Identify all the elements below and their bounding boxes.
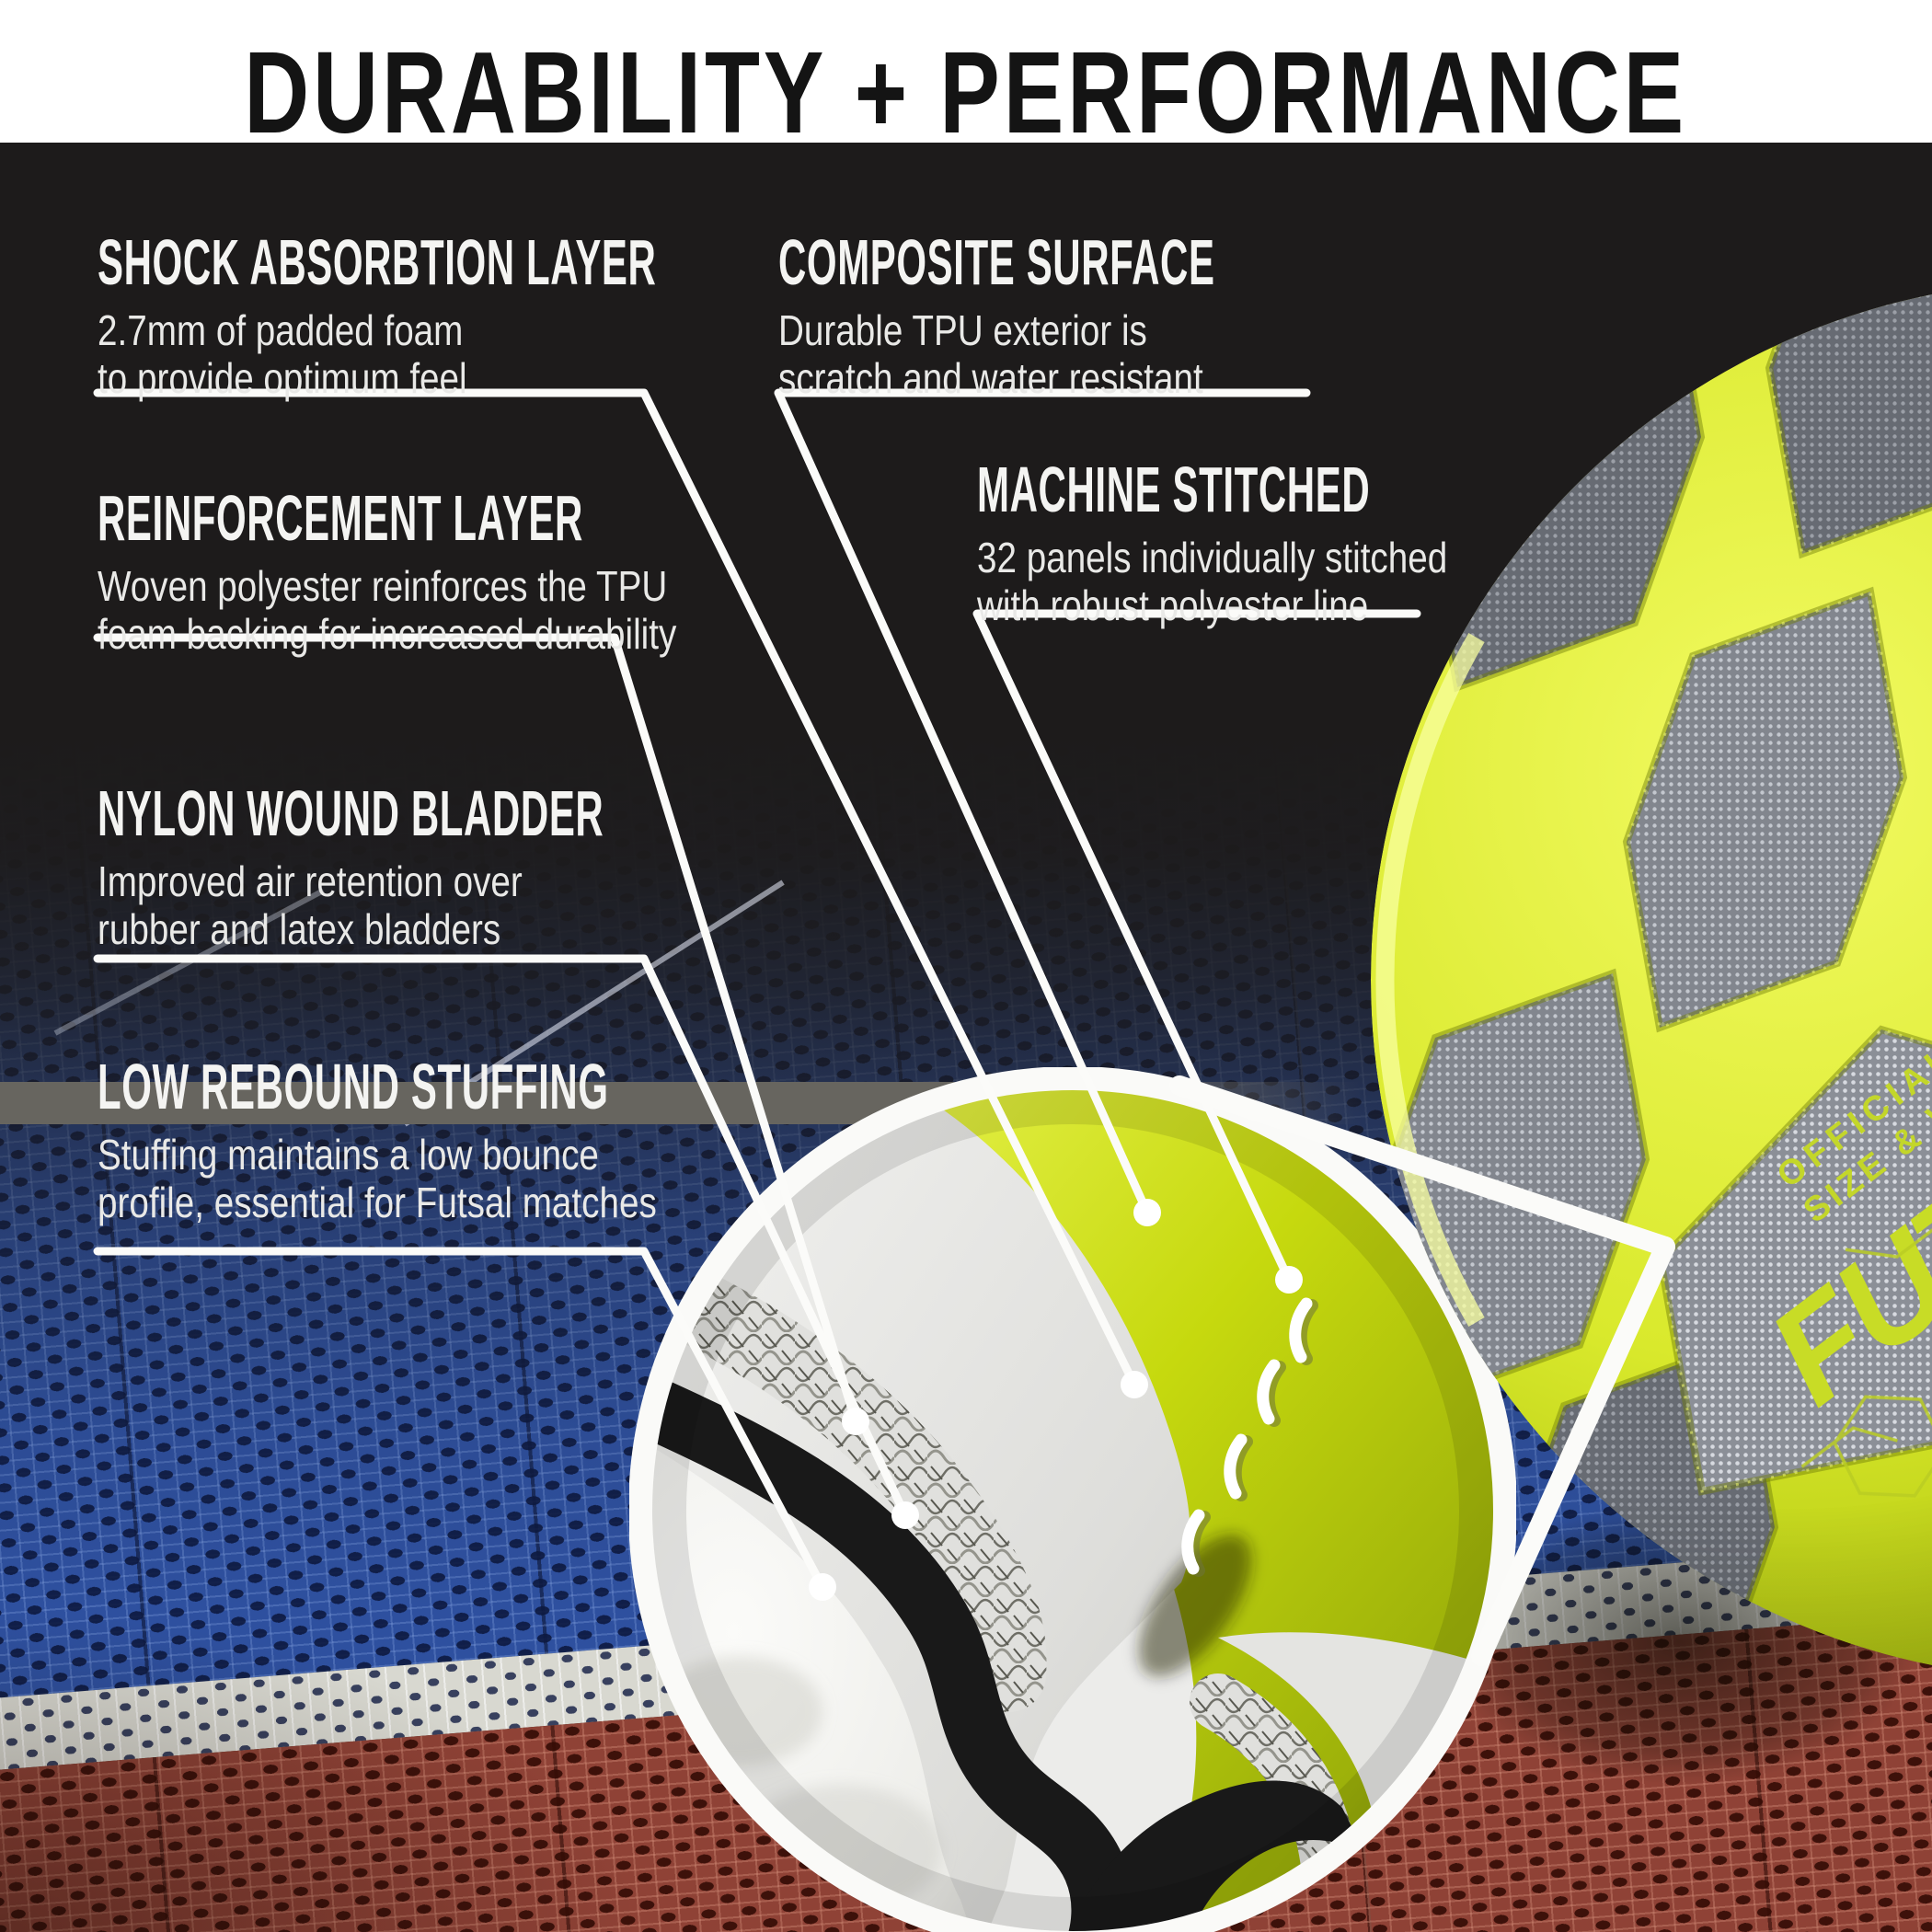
cutaway-bladder-wall-2 [1062, 1780, 1365, 1932]
leader-line-composite [774, 388, 1311, 1217]
feature-machine-stitched: MACHINE STITCHED 32 panels individually … [977, 457, 1632, 630]
cutaway-tpu-surface [758, 1089, 1494, 1932]
leader-line-reinforcement [93, 633, 860, 1426]
stitch-marks [1181, 1297, 1318, 1577]
feature-heading: LOW REBOUND STUFFING [98, 1051, 609, 1122]
dot-shock [1121, 1371, 1148, 1398]
feature-reinforcement-layer: REINFORCEMENT LAYER Woven polyester rein… [98, 486, 907, 659]
cutaway-bladder-wall [651, 1358, 1134, 1932]
leader-dots [809, 1199, 1303, 1601]
feature-composite-surface: COMPOSITE SURFACE Durable TPU exterior i… [778, 230, 1506, 403]
cutaway-woven-layer [651, 1250, 1047, 1712]
ball-shading [1371, 281, 1932, 1679]
leader-line-shock [93, 388, 1139, 1389]
title-band: DURABILITY + PERFORMANCE [0, 0, 1932, 151]
feature-body: 32 panels individually stitched with rob… [977, 534, 1448, 629]
feature-body: Durable TPU exterior is scratch and wate… [778, 306, 1203, 402]
leader-line-machine [972, 609, 1421, 1284]
cutaway-magnifier [629, 1067, 1516, 1932]
feature-heading: SHOCK ABSORBTION LAYER [98, 226, 657, 298]
dot-reinforcement [842, 1408, 869, 1435]
corner-vignette [0, 1610, 644, 1932]
feature-body: Stuffing maintains a low bounce profile,… [98, 1131, 657, 1226]
feature-heading: NYLON WOUND BLADDER [98, 777, 604, 849]
feature-nylon-bladder: NYLON WOUND BLADDER Improved air retenti… [98, 781, 941, 954]
cutaway-inner-shade [651, 1089, 1494, 1932]
futsal-ball: OFFICIAL SIZE & WEIGHT FUTSAL [1371, 281, 1932, 1679]
feature-body: Woven polyester reinforces the TPU foam … [98, 562, 677, 658]
leader-line-rebound [93, 1247, 827, 1592]
ball-rim-highlight [1375, 633, 1485, 1327]
feature-shock-absorbtion: SHOCK ABSORBTION LAYER 2.7mm of padded f… [98, 230, 1029, 403]
magnifier-wedge-upper [1169, 1075, 1675, 1257]
dot-rebound [809, 1573, 836, 1601]
magnifier-ring [629, 1067, 1516, 1932]
feature-body: 2.7mm of padded foam to provide optimum … [98, 306, 467, 402]
feature-body: Improved air retention over rubber and l… [98, 857, 523, 953]
page-title: DURABILITY + PERFORMANCE [244, 28, 1688, 157]
leader-line-nylon [93, 954, 910, 1520]
dot-composite [1133, 1199, 1161, 1226]
feature-heading: REINFORCEMENT LAYER [98, 482, 583, 554]
feature-low-rebound: LOW REBOUND STUFFING Stuffing maintains … [98, 1054, 949, 1227]
dot-nylon [891, 1501, 919, 1529]
feature-heading: COMPOSITE SURFACE [778, 226, 1215, 298]
cutaway-seam-shadow [1138, 1534, 1252, 1677]
magnifier-wedge-lower [1471, 1236, 1675, 1666]
feature-heading: MACHINE STITCHED [977, 454, 1371, 525]
dot-machine [1275, 1266, 1303, 1294]
